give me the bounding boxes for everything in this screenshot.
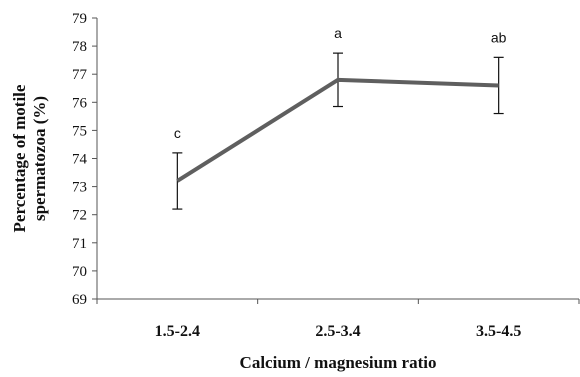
x-axis-title: Calcium / magnesium ratio (240, 353, 437, 372)
y-axis-title-line-1: Percentage of motile (10, 84, 29, 232)
series (176, 77, 499, 183)
annotations: c a ab (174, 25, 507, 141)
x-tick-label: 2.5-3.4 (315, 323, 360, 340)
significance-label: c (174, 125, 181, 141)
y-axis-title: Percentage of motile spermatozoa (%) (10, 84, 49, 232)
y-tick-label: 75 (72, 123, 87, 139)
x-tick-label: 3.5-4.5 (476, 323, 521, 340)
y-tick-label: 77 (72, 67, 88, 83)
x-tick-label: 1.5-2.4 (155, 323, 200, 340)
y-tick-label: 79 (72, 11, 87, 27)
y-tick-label: 72 (72, 208, 87, 224)
y-tick-label: 73 (72, 180, 87, 196)
series-line (176, 77, 499, 183)
y-tick-label: 74 (72, 152, 88, 168)
y-axis-title-line-2: spermatozoa (%) (30, 96, 49, 221)
y-ticks: 69 70 71 72 73 74 75 76 77 78 79 (72, 11, 97, 308)
significance-label: ab (491, 29, 507, 45)
y-tick-label: 71 (72, 236, 87, 252)
x-ticks: 1.5-2.4 2.5-3.4 3.5-4.5 (96, 299, 580, 340)
y-tick-label: 69 (72, 292, 87, 308)
error-bars (172, 52, 504, 210)
y-tick-label: 76 (72, 95, 88, 111)
significance-label: a (334, 25, 342, 41)
y-tick-label: 78 (72, 39, 87, 55)
y-tick-label: 70 (72, 264, 87, 280)
